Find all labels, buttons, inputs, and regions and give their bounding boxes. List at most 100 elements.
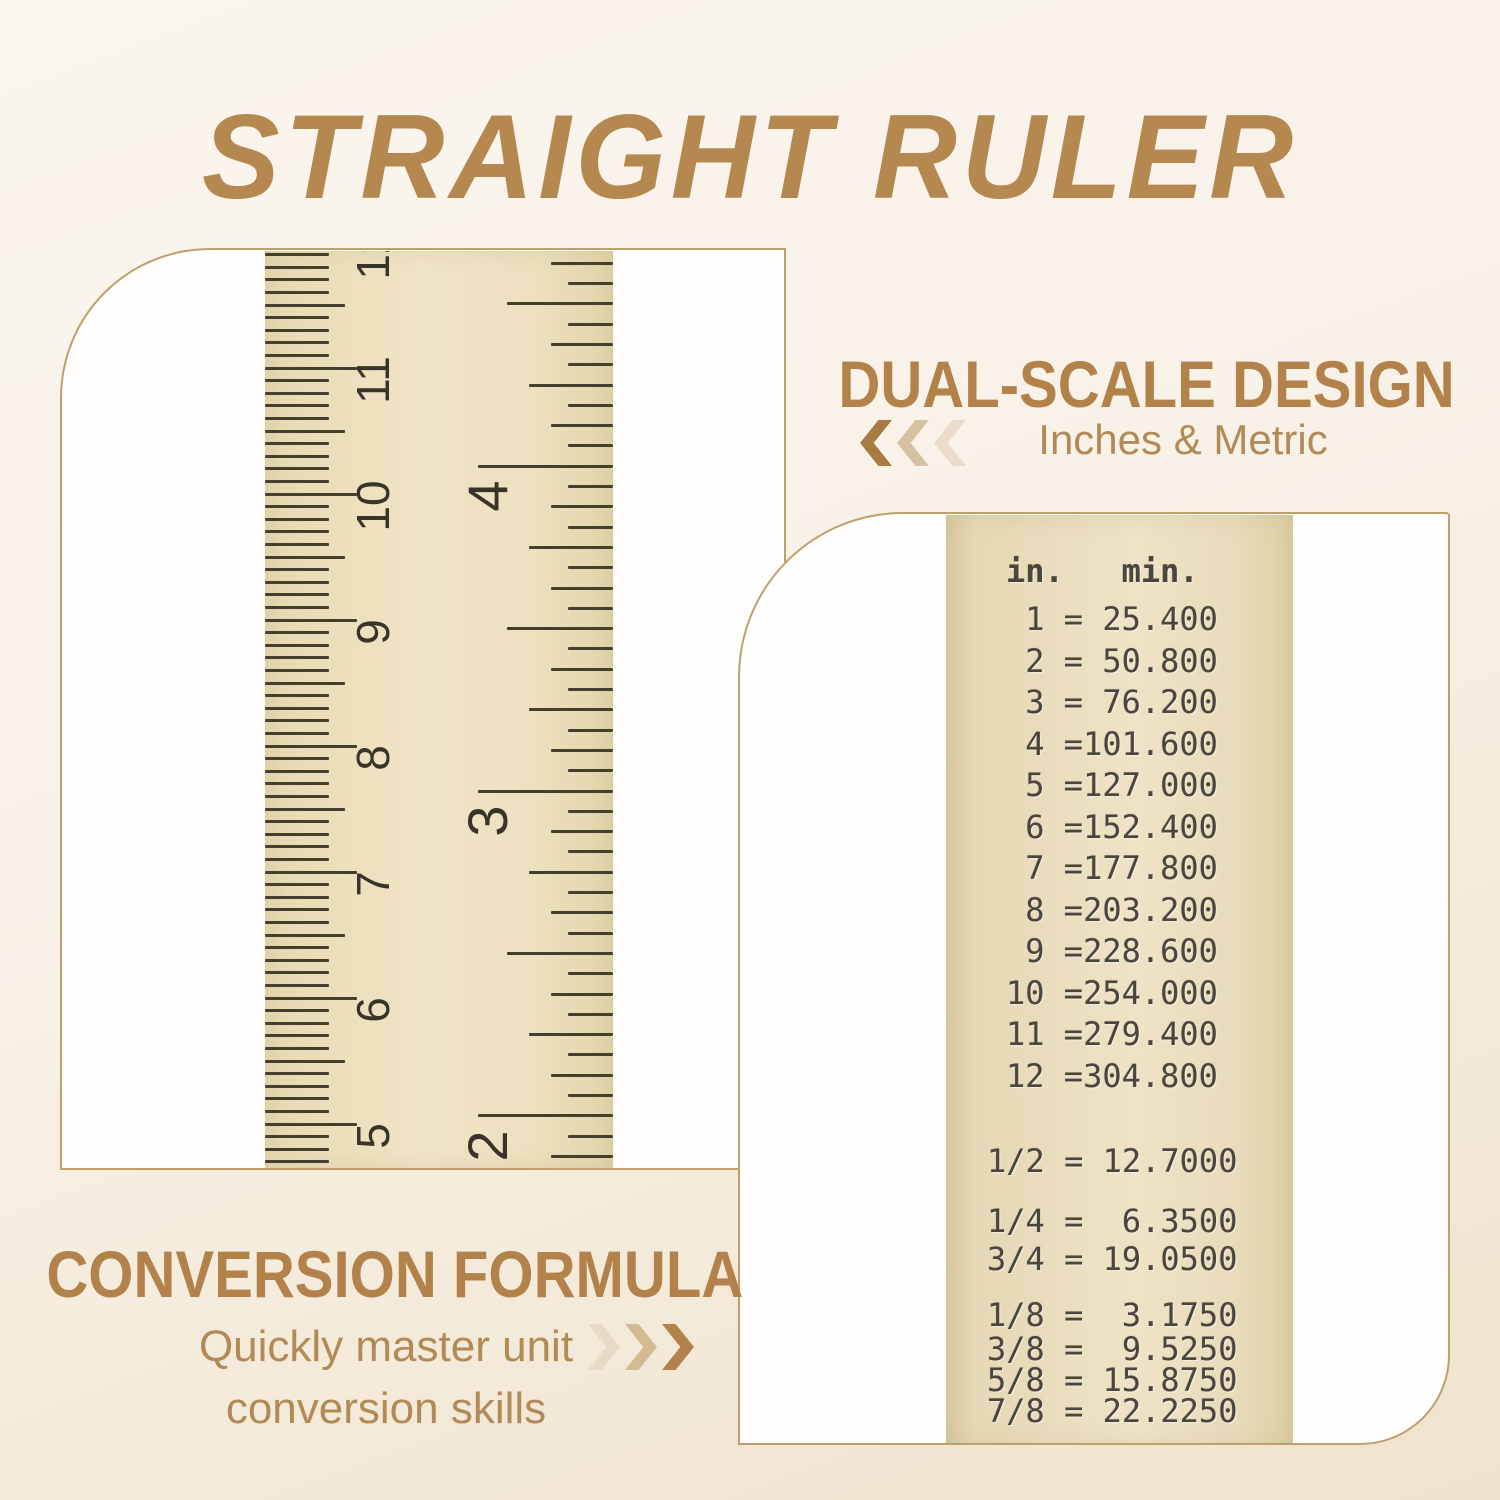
- metric-tick: [265, 253, 329, 257]
- metric-tick: [265, 631, 329, 635]
- metric-tick: [265, 920, 329, 924]
- inch-tick: [551, 667, 613, 671]
- metric-tick: [265, 983, 329, 987]
- conversion-row: 11 =279.400: [1006, 1015, 1218, 1053]
- inch-tick: [568, 931, 613, 935]
- metric-tick: [265, 845, 329, 849]
- metric-tick: [265, 656, 329, 660]
- metric-tick: [265, 542, 329, 546]
- inch-tick: [529, 870, 613, 874]
- metric-tick: [265, 467, 329, 471]
- metric-tick: [265, 341, 329, 345]
- inch-tick: [551, 342, 613, 346]
- ruler-front-view: 12 11 10 9 8 7 6 5 4 3 2: [265, 251, 613, 1168]
- inch-tick: [568, 444, 613, 448]
- metric-tick: [265, 820, 329, 824]
- metric-tick: [265, 908, 329, 912]
- metric-tick: [265, 706, 329, 710]
- metric-tick: [265, 694, 329, 698]
- inch-tick: [568, 606, 613, 610]
- metric-tick: [265, 1059, 345, 1063]
- metric-number-label: 10: [347, 480, 399, 532]
- metric-tick: [265, 971, 329, 975]
- inch-number-label: 3: [455, 805, 519, 837]
- ruler-front-panel: 12 11 10 9 8 7 6 5 4 3 2: [60, 248, 786, 1170]
- metric-tick: [265, 1135, 329, 1139]
- metric-number-label: 8: [347, 745, 399, 771]
- metric-tick: [265, 618, 357, 622]
- metric-tick: [265, 580, 329, 584]
- inch-tick: [568, 809, 613, 813]
- conversion-row: 10 =254.000: [1006, 973, 1218, 1012]
- inch-tick: [568, 525, 613, 529]
- chevrons-right-icon: [588, 1324, 696, 1370]
- metric-tick: [265, 719, 329, 723]
- metric-tick: [265, 278, 329, 282]
- metric-tick: [265, 1160, 329, 1164]
- inch-tick: [551, 261, 613, 265]
- chevron-right-icon: [625, 1324, 657, 1370]
- metric-tick: [265, 303, 345, 307]
- inch-tick: [529, 545, 613, 549]
- inch-tick: [551, 1073, 613, 1077]
- inch-tick: [568, 322, 613, 326]
- metric-tick: [265, 643, 329, 647]
- metric-tick: [265, 832, 329, 836]
- metric-tick: [265, 1109, 329, 1113]
- metric-tick: [265, 1122, 357, 1126]
- metric-tick: [265, 1072, 329, 1076]
- conversion-fraction-row: 3/8 = 9.5250: [987, 1330, 1238, 1368]
- metric-tick: [265, 492, 357, 496]
- metric-tick: [265, 731, 329, 735]
- chevrons-left-icon: [858, 420, 966, 466]
- metric-number-label: 6: [347, 997, 399, 1023]
- inch-tick: [551, 505, 613, 509]
- metric-number-label: 9: [347, 619, 399, 645]
- inch-tick: [507, 302, 613, 306]
- inch-tick: [568, 728, 613, 732]
- inch-tick: [568, 972, 613, 976]
- metric-tick: [265, 593, 329, 597]
- inch-tick: [551, 1154, 613, 1158]
- inch-tick: [529, 708, 613, 712]
- inch-tick: [568, 647, 613, 651]
- metric-tick: [265, 290, 329, 294]
- conversion-fraction-row: 1/2 = 12.7000: [987, 1142, 1238, 1180]
- metric-tick: [265, 353, 329, 357]
- conversion-row: 8 =203.200: [1006, 890, 1218, 929]
- conversion-row: 3 = 76.200: [1006, 683, 1218, 721]
- conversion-row: 7 =177.800: [1006, 849, 1218, 887]
- inch-tick: [478, 1114, 613, 1118]
- conversion-formula-subtitle-line1: Quickly master unit: [198, 1322, 574, 1371]
- metric-tick: [265, 794, 329, 798]
- inch-tick: [568, 282, 613, 285]
- chevron-left-icon: [897, 420, 929, 466]
- metric-tick: [265, 366, 357, 370]
- inch-number-label: 4: [455, 480, 519, 512]
- inch-tick: [478, 789, 613, 793]
- ruler-back-view: in. min. 1 = 25.400 2 = 50.800 3 = 76.20…: [946, 515, 1293, 1443]
- inch-tick: [551, 424, 613, 428]
- conversion-fraction-row: 3/4 = 19.0500: [987, 1240, 1238, 1278]
- metric-tick: [265, 895, 329, 899]
- conversion-row: 2 = 50.800: [1006, 641, 1218, 680]
- metric-tick: [265, 454, 329, 458]
- inch-tick: [507, 951, 613, 955]
- metric-tick: [265, 391, 329, 395]
- inch-tick: [568, 363, 613, 367]
- conversion-fraction-row: 5/8 = 15.8750: [987, 1361, 1238, 1399]
- dual-scale-subtitle: Inches & Metric: [1038, 416, 1328, 463]
- metric-tick: [265, 530, 329, 534]
- inch-tick: [568, 850, 613, 854]
- conversion-table-panel: in. min. 1 = 25.400 2 = 50.800 3 = 76.20…: [738, 512, 1450, 1445]
- metric-tick: [265, 857, 329, 861]
- inch-tick: [529, 1033, 613, 1037]
- metric-tick: [265, 870, 357, 874]
- metric-tick: [265, 555, 345, 559]
- metric-tick: [265, 681, 345, 685]
- metric-tick: [265, 328, 329, 332]
- metric-tick: [265, 757, 329, 761]
- metric-tick: [265, 517, 329, 521]
- metric-tick: [265, 946, 329, 950]
